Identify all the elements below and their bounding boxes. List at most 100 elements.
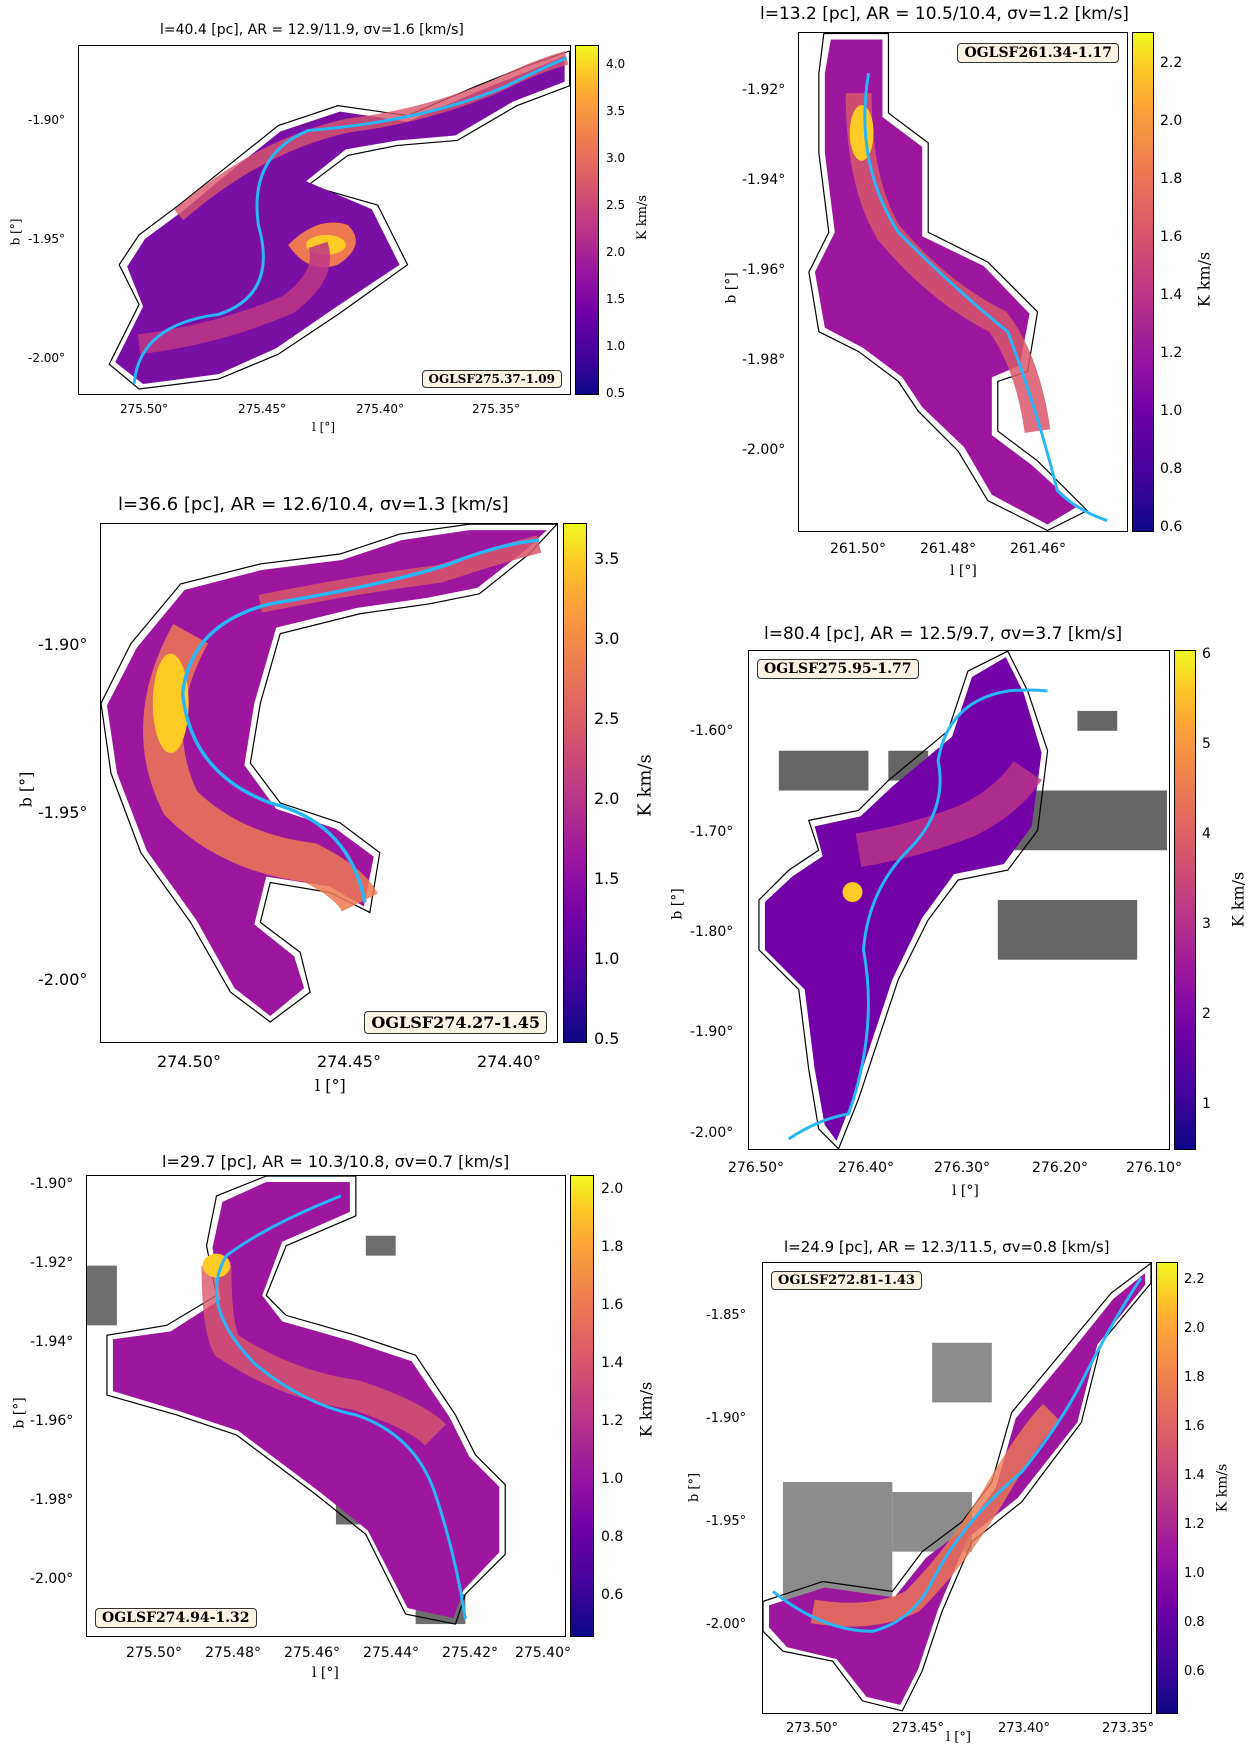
cbar-tick: 1.4 [1160, 287, 1183, 303]
filament-spine [863, 73, 1108, 522]
y-tick: -1.96° [30, 1413, 74, 1429]
cbar-tick: 3 [1202, 916, 1211, 932]
y-tick: -1.95° [38, 803, 88, 822]
panel-title: l=24.9 [pc], AR = 12.3/11.5, σv=0.8 [km/… [784, 1238, 1110, 1256]
panel-title: l=36.6 [pc], AR = 12.6/10.4, σv=1.3 [km/… [118, 494, 509, 515]
cbar-tick: 4.0 [606, 57, 626, 71]
filament-emission [106, 530, 548, 1016]
cbar-tick: 0.5 [606, 386, 626, 400]
y-axis-label: b [°] [11, 1397, 28, 1429]
cbar-label: K km/s [1194, 251, 1214, 308]
map-svg [87, 1176, 506, 1625]
y-tick: -1.92° [742, 82, 786, 98]
x-axis-label: l [°] [312, 420, 336, 434]
cbar-tick: 4 [1202, 826, 1211, 842]
x-axis-label: l [°] [312, 1665, 339, 1681]
cbar-tick: 2.5 [594, 709, 620, 728]
cbar-label: K km/s [635, 194, 651, 241]
filament-spine [132, 56, 568, 385]
cbar-tick: 0.6 [1160, 519, 1183, 535]
colorbar [1174, 650, 1196, 1150]
x-tick: 275.35° [472, 402, 520, 416]
filament-emission [764, 657, 1042, 1141]
cbar-tick: 1.0 [601, 1471, 624, 1487]
filament-outline [763, 1263, 1151, 1712]
x-tick: 275.40° [515, 1645, 571, 1661]
x-tick: 276.30° [934, 1160, 990, 1176]
cbar-tick: 0.8 [1160, 461, 1183, 477]
cbar-tick: 3.0 [606, 151, 626, 165]
cbar-tick: 1 [1202, 1096, 1211, 1112]
colorbar [563, 523, 587, 1043]
colorbar [1132, 32, 1154, 532]
map-svg [101, 524, 557, 1023]
cbar-tick: 1.0 [594, 949, 620, 968]
cbar-tick: 5 [1202, 736, 1211, 752]
y-tick: -1.85° [706, 1308, 747, 1323]
source-label: OGLSF275.37-1.09 [421, 370, 562, 388]
x-tick: 275.50° [126, 1645, 182, 1661]
cbar-tick: 1.0 [1184, 1566, 1205, 1581]
y-tick: -1.98° [30, 1492, 74, 1508]
y-axis-label: b [°] [16, 771, 36, 808]
source-label: OGLSF272.81-1.43 [771, 1271, 922, 1290]
filament-emission [768, 1273, 1146, 1705]
x-tick: 275.44° [363, 1645, 419, 1661]
y-tick: -1.90° [690, 1024, 734, 1040]
y-tick: -1.92° [30, 1255, 74, 1271]
panel-title: l=29.7 [pc], AR = 10.3/10.8, σv=0.7 [km/… [162, 1152, 510, 1171]
emission-map: OGLSF275.37-1.09 [78, 45, 571, 395]
cbar-tick: 6 [1202, 646, 1211, 662]
cbar-tick: 1.5 [594, 869, 620, 888]
y-tick: -1.90° [706, 1411, 747, 1426]
cbar-tick: 2.2 [1184, 1272, 1205, 1287]
cbar-tick: 1.2 [601, 1413, 624, 1429]
x-tick: 273.50° [786, 1721, 838, 1736]
cbar-label: K km/s [636, 1381, 656, 1438]
cbar-tick: 2.0 [601, 1181, 624, 1197]
cbar-label: K km/s [1214, 1463, 1231, 1513]
filament-spine [787, 688, 1048, 1141]
cbar-tick: 1.0 [606, 339, 626, 353]
emission-map: OGLSF274.94-1.32 [86, 1175, 566, 1637]
source-label: OGLSF261.34-1.17 [957, 43, 1119, 63]
emission-map: OGLSF272.81-1.43 [762, 1262, 1152, 1714]
x-tick: 274.45° [317, 1052, 381, 1071]
y-tick: -2.00° [706, 1617, 747, 1632]
x-tick: 276.40° [838, 1160, 894, 1176]
colorbar [575, 45, 599, 395]
cbar-tick: 1.8 [1160, 171, 1183, 187]
x-tick: 275.42° [442, 1645, 498, 1661]
x-tick: 261.50° [830, 541, 886, 557]
cbar-tick: 1.2 [1184, 1517, 1205, 1532]
cbar-tick: 2.5 [606, 198, 626, 212]
emission-peak [152, 653, 189, 754]
x-tick: 276.20° [1032, 1160, 1088, 1176]
x-tick: 274.50° [157, 1052, 221, 1071]
y-axis-label: b [°] [8, 218, 23, 246]
y-tick: -1.94° [742, 172, 786, 188]
y-tick: -2.00° [30, 1571, 74, 1587]
emission-ridge [855, 760, 1042, 867]
x-tick: 273.40° [998, 1721, 1050, 1736]
cbar-label: K km/s [634, 754, 656, 817]
cbar-tick: 3.5 [606, 104, 626, 118]
x-tick: 273.45° [892, 1721, 944, 1736]
y-tick: -1.90° [38, 635, 88, 654]
filament-spine [214, 1194, 467, 1620]
emission-peak [842, 882, 863, 902]
emission-map: OGLSF275.95-1.77 [748, 650, 1170, 1150]
filament-outline [808, 33, 1089, 531]
cbar-tick: 1.8 [1184, 1370, 1205, 1385]
filament-emission [115, 55, 565, 385]
x-tick: 261.46° [1010, 541, 1066, 557]
source-label: OGLSF274.94-1.32 [95, 1608, 257, 1628]
filament-emission [112, 1181, 500, 1619]
emission-ridge [810, 1403, 1061, 1627]
filament-outline [108, 50, 570, 390]
cbar-tick: 2.2 [1160, 55, 1183, 71]
cbar-tick: 0.8 [1184, 1615, 1205, 1630]
panel-title: l=80.4 [pc], AR = 12.5/9.7, σv=3.7 [km/s… [764, 624, 1123, 644]
cbar-tick: 1.6 [1184, 1419, 1205, 1434]
cbar-tick: 1.6 [601, 1297, 624, 1313]
